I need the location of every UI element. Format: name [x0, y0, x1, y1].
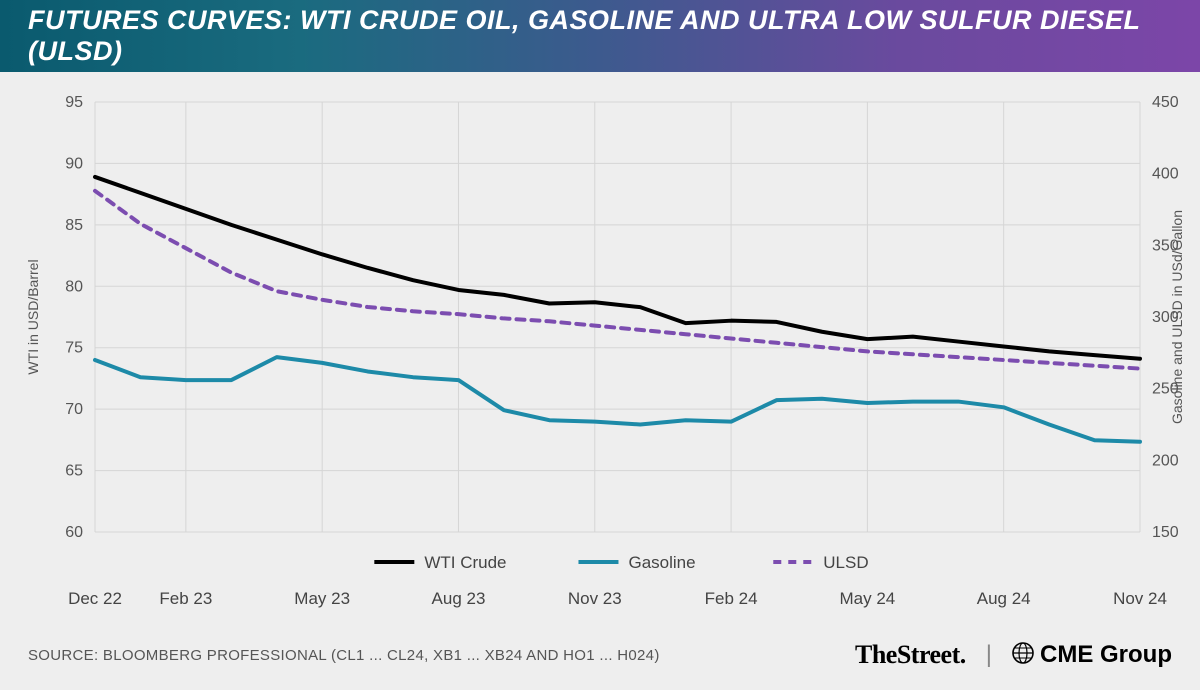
y-right-label: Gasoline and ULSD in USd/Gallon	[1169, 210, 1185, 424]
source-attribution: SOURCE: BLOOMBERG PROFESSIONAL (CL1 ... …	[28, 647, 660, 664]
x-tick: Feb 24	[705, 589, 758, 608]
y-left-tick: 75	[65, 340, 83, 357]
y-left-tick: 90	[65, 155, 83, 172]
x-tick: Aug 23	[432, 589, 486, 608]
y-right-tick: 200	[1152, 452, 1179, 469]
y-right-tick: 450	[1152, 94, 1179, 111]
globe-icon	[1012, 642, 1034, 668]
thestreet-logo: TheStreet.	[855, 640, 966, 670]
series-ulsd	[95, 191, 1140, 369]
series-gasoline	[95, 357, 1140, 442]
legend-label: ULSD	[823, 553, 868, 572]
y-left-tick: 80	[65, 278, 83, 295]
y-left-tick: 70	[65, 401, 83, 418]
x-tick: Nov 24	[1113, 589, 1167, 608]
logo-group: TheStreet. | CME Group	[855, 640, 1172, 670]
x-tick: Feb 23	[159, 589, 212, 608]
y-left-tick: 95	[65, 94, 83, 111]
y-right-tick: 150	[1152, 524, 1179, 541]
x-tick: Aug 24	[977, 589, 1031, 608]
header-banner: FUTURES CURVES: WTI CRUDE OIL, GASOLINE …	[0, 0, 1200, 72]
x-tick: May 24	[840, 589, 896, 608]
footer: SOURCE: BLOOMBERG PROFESSIONAL (CL1 ... …	[0, 620, 1200, 690]
y-left-label: WTI in USD/Barrel	[25, 259, 41, 374]
series-wti-crude	[95, 177, 1140, 359]
x-tick: Dec 22	[68, 589, 122, 608]
cme-group-logo: CME Group	[1012, 641, 1172, 669]
futures-chart: 6065707580859095150200250300350400450Dec…	[0, 72, 1200, 620]
x-tick: May 23	[294, 589, 350, 608]
page-title: FUTURES CURVES: WTI CRUDE OIL, GASOLINE …	[28, 5, 1172, 67]
cme-group-text: CME Group	[1040, 641, 1172, 669]
y-right-tick: 400	[1152, 166, 1179, 183]
chart-container: 6065707580859095150200250300350400450Dec…	[0, 72, 1200, 620]
y-left-tick: 65	[65, 463, 83, 480]
legend-label: Gasoline	[628, 553, 695, 572]
y-left-tick: 85	[65, 217, 83, 234]
legend-label: WTI Crude	[424, 553, 506, 572]
logo-separator: |	[986, 641, 992, 669]
x-tick: Nov 23	[568, 589, 622, 608]
y-left-tick: 60	[65, 524, 83, 541]
